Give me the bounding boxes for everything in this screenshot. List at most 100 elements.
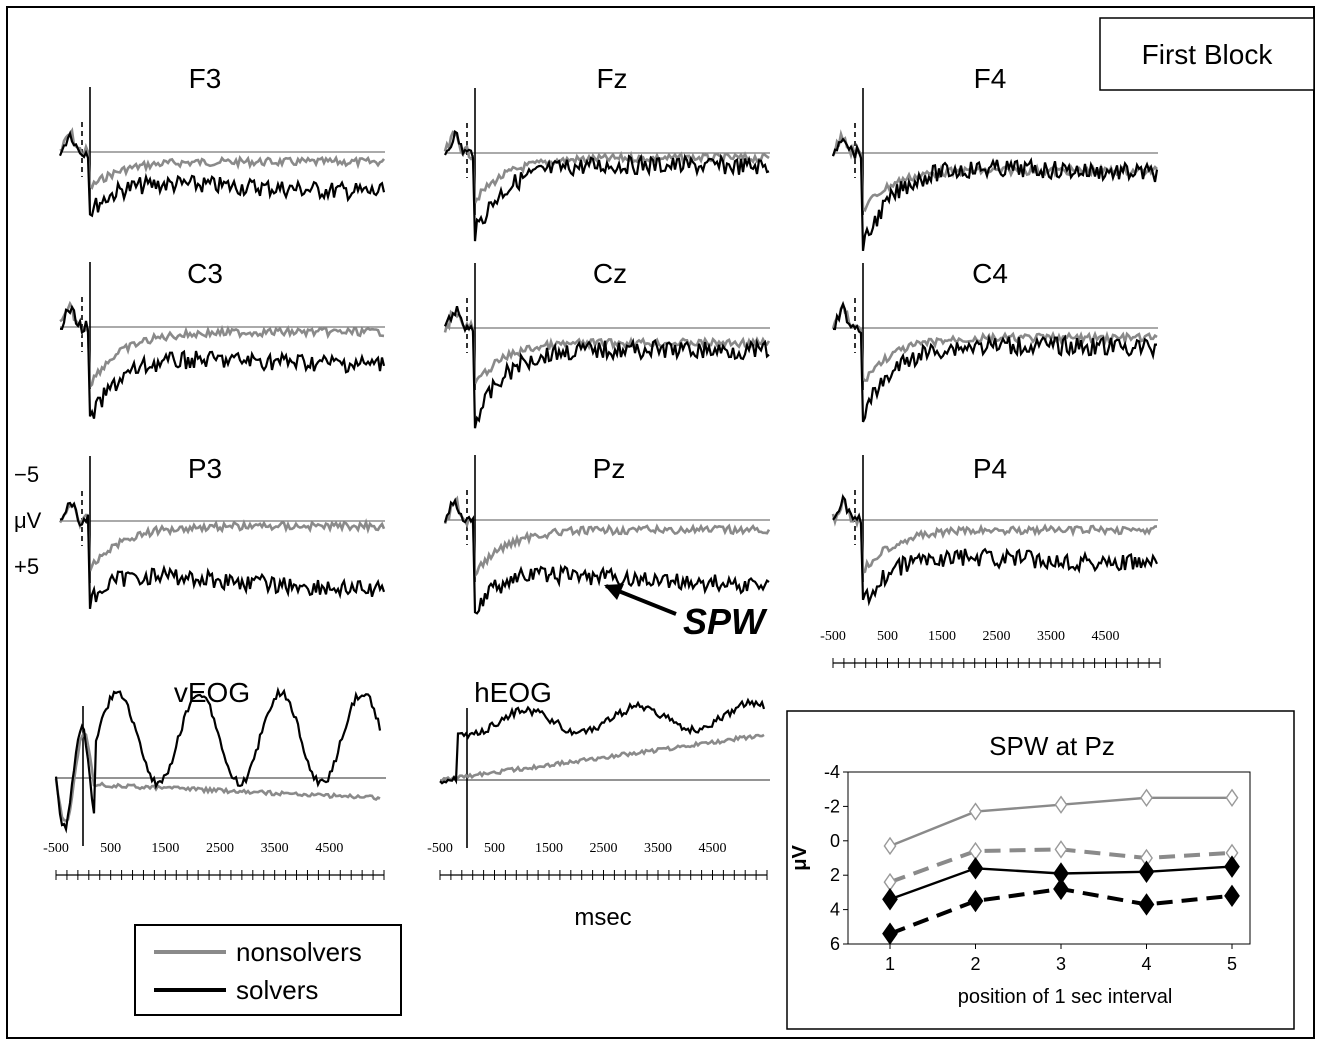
inset-point: [882, 922, 898, 945]
tick-label: 2500: [983, 629, 1011, 644]
series-solvers: [59, 501, 386, 610]
inset-ylabel: μV: [789, 845, 811, 871]
series-solvers: [443, 497, 770, 615]
series-nonsolvers: [443, 495, 771, 580]
panel-p4: P4: [831, 453, 1158, 607]
legend: nonsolvers solvers: [134, 924, 402, 1016]
panel-title: Pz: [593, 453, 626, 484]
panel-title: hEOG: [474, 677, 552, 708]
series-nonsolvers: [54, 731, 381, 823]
inset-xtick-label: 1: [885, 954, 895, 974]
legend-label-solvers: solvers: [236, 974, 319, 1005]
inset-plot-area: [847, 771, 1251, 945]
inset-series-4: [882, 877, 1240, 945]
tick-label: 3500: [261, 841, 289, 856]
inset-point: [1138, 860, 1155, 883]
series-nonsolvers: [443, 130, 770, 204]
series-solvers: [831, 137, 1159, 252]
series-nonsolvers: [831, 493, 1158, 575]
legend-swatch-nonsolvers: [154, 950, 226, 954]
time-axis: -500 500 1500 2500 3500 4500: [820, 629, 1161, 668]
inset-series-1: [883, 788, 1239, 856]
inset-ytick-label: 2: [830, 865, 840, 885]
inset-xtick-label: 5: [1227, 954, 1237, 974]
inset-title: SPW at Pz: [989, 731, 1115, 761]
panel-title: C3: [187, 258, 223, 289]
panel-f4: F4: [831, 63, 1159, 252]
legend-label-nonsolvers: nonsolvers: [236, 936, 362, 967]
inset-ytick-label: -4: [824, 762, 840, 782]
panel-title: vEOG: [174, 677, 250, 708]
series-nonsolvers: [58, 501, 386, 572]
inset-point: [883, 836, 897, 856]
series-solvers: [58, 130, 386, 218]
panel-p3: P3: [58, 453, 386, 610]
tick-label: 2500: [590, 841, 618, 856]
panel-fz: Fz: [443, 63, 770, 242]
inset-point: [882, 888, 898, 911]
tick-label: 500: [877, 629, 898, 644]
panel-c4: C4: [831, 258, 1158, 423]
series-nonsolvers: [59, 300, 385, 390]
panel-veog: vEOG: [54, 677, 386, 846]
inset-point: [1224, 884, 1240, 908]
panel-c3: C3: [59, 258, 386, 419]
time-axis: -500 500 1500 2500 3500 4500: [427, 841, 768, 880]
panel-title: C4: [972, 258, 1008, 289]
panel-cz: Cz: [443, 258, 771, 429]
inset-xtick-label: 3: [1056, 954, 1066, 974]
tick-label: 4500: [315, 841, 343, 856]
series-solvers: [439, 697, 766, 785]
panel-title: F3: [189, 63, 222, 94]
legend-swatch-solvers: [154, 988, 226, 992]
panel-f3: F3: [58, 63, 386, 218]
block-label-box: [1099, 17, 1315, 91]
spw-arrow-head: [604, 584, 624, 600]
scale-neg: −5: [14, 462, 39, 487]
x-unit-label: msec: [574, 904, 631, 931]
inset-point: [967, 857, 984, 880]
inset-point: [969, 802, 982, 821]
series-solvers: [443, 305, 770, 429]
series-nonsolvers: [443, 309, 771, 385]
tick-label: 1500: [151, 841, 179, 856]
inset-series-3: [882, 855, 1240, 911]
tick-label: 2500: [206, 841, 234, 856]
block-label: First Block: [1142, 39, 1274, 70]
series-nonsolvers: [439, 733, 765, 782]
inset-series-2: [883, 840, 1239, 892]
tick-label: -500: [43, 841, 69, 856]
inset-xlabel: position of 1 sec interval: [958, 986, 1173, 1008]
series-nonsolvers: [59, 127, 386, 190]
inset-point: [1140, 788, 1153, 808]
inset-point: [1224, 855, 1240, 878]
inset-ytick-label: 0: [830, 831, 840, 851]
inset-point: [1225, 788, 1239, 808]
time-axis: -500 500 1500 2500 3500 4500: [43, 841, 385, 880]
inset-xtick-label: 2: [970, 954, 980, 974]
inset-xtick-label: 4: [1141, 954, 1151, 974]
series-solvers: [444, 129, 770, 242]
scale-unit: μV: [14, 508, 42, 533]
inset-ytick-label: 6: [830, 934, 840, 954]
inset-point: [967, 889, 984, 913]
figure-border: [6, 6, 1315, 1039]
series-solvers: [59, 304, 386, 419]
tick-label: 3500: [644, 841, 672, 856]
legend-item-nonsolvers: nonsolvers: [154, 936, 362, 968]
tick-label: 1500: [535, 841, 563, 856]
tick-label: 4500: [1092, 629, 1120, 644]
series-solvers: [54, 686, 382, 834]
panel-title: P3: [188, 453, 222, 484]
inset-point: [1054, 795, 1068, 814]
inset-point: [1054, 840, 1068, 859]
panel-title: Cz: [593, 258, 627, 289]
panel-title: F4: [974, 63, 1007, 94]
inset-point: [1138, 893, 1155, 916]
inset-point: [1053, 877, 1069, 901]
series-solvers: [832, 494, 1158, 607]
panel-title: Fz: [596, 63, 627, 94]
inset-ytick-label: 4: [830, 900, 840, 920]
